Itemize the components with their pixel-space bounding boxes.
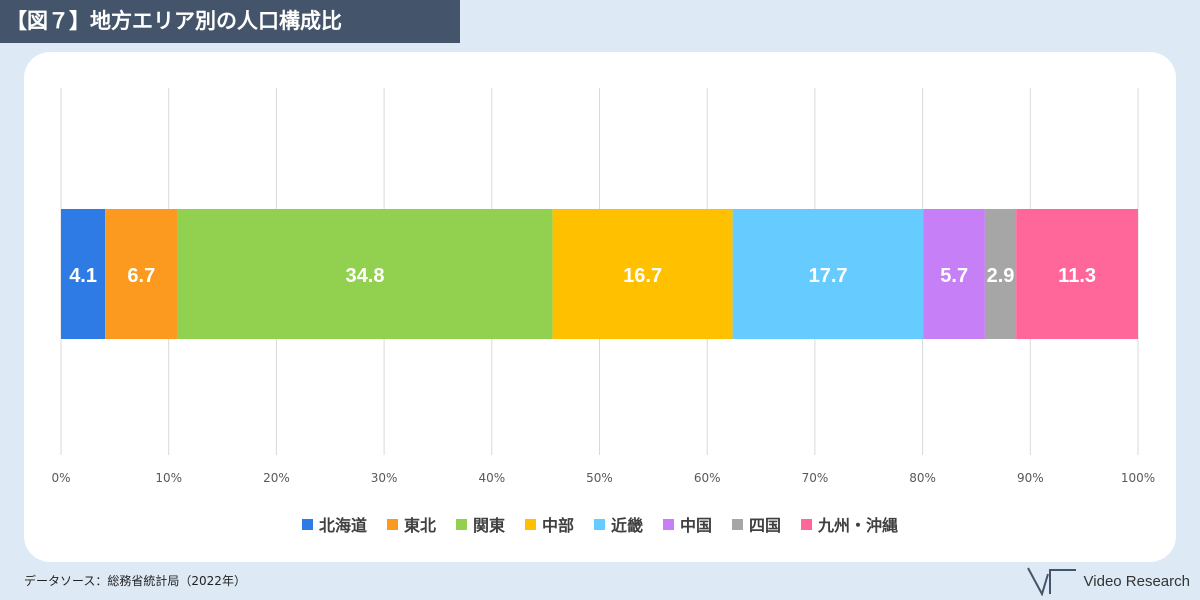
legend-item: 中国 bbox=[663, 512, 712, 536]
data-label: 4.1 bbox=[69, 265, 97, 287]
x-tick-label: 50% bbox=[586, 471, 613, 485]
legend-label: 中国 bbox=[680, 516, 713, 535]
legend-item: 北海道 bbox=[301, 512, 367, 536]
chart-title: 【図７】地方エリア別の人口構成比 bbox=[0, 0, 460, 43]
data-label: 34.8 bbox=[346, 265, 385, 287]
legend-label: 九州・沖縄 bbox=[818, 516, 899, 535]
legend-item: 関東 bbox=[455, 512, 505, 536]
chart-legend: 北海道 東北 関東 中部 近畿 中国 四国 九州・沖縄 bbox=[0, 512, 1200, 536]
x-tick-label: 100% bbox=[1121, 471, 1155, 485]
bar-segment bbox=[61, 209, 106, 339]
legend-item: 九州・沖縄 bbox=[801, 512, 898, 536]
legend-swatch bbox=[801, 518, 813, 530]
bar-segment bbox=[105, 209, 178, 339]
bar-segment bbox=[177, 209, 553, 339]
legend-item: 中部 bbox=[524, 512, 574, 536]
x-tick-label: 40% bbox=[478, 471, 505, 485]
legend-swatch bbox=[386, 518, 398, 530]
legend-item: 四国 bbox=[732, 512, 781, 536]
x-tick-label: 10% bbox=[155, 471, 182, 485]
legend-swatch bbox=[594, 518, 605, 530]
bar-segment bbox=[984, 209, 1017, 339]
data-source-note: データソース：総務省統計局（2022年） bbox=[24, 574, 246, 588]
legend-swatch bbox=[732, 518, 744, 530]
legend-label: 四国 bbox=[749, 516, 782, 535]
data-label: 6.7 bbox=[127, 265, 155, 287]
data-label: 2.9 bbox=[987, 265, 1015, 287]
legend-label: 北海道 bbox=[318, 516, 367, 535]
legend-label: 中部 bbox=[541, 516, 574, 535]
legend-swatch bbox=[663, 518, 675, 530]
data-label: 16.7 bbox=[623, 265, 662, 287]
x-tick-label: 30% bbox=[371, 471, 398, 485]
bar-segment bbox=[1016, 209, 1138, 339]
brand-logo: Video Research bbox=[1026, 566, 1190, 596]
bar-segment bbox=[552, 209, 733, 339]
brand-mark-icon bbox=[1026, 567, 1076, 596]
bar-segment bbox=[732, 209, 924, 339]
x-tick-label: 90% bbox=[1017, 471, 1044, 485]
bar-segment bbox=[923, 209, 985, 339]
x-tick-label: 80% bbox=[909, 471, 936, 485]
data-label: 11.3 bbox=[1058, 265, 1096, 287]
data-label: 5.7 bbox=[940, 265, 968, 287]
legend-label: 関東 bbox=[472, 516, 505, 535]
legend-swatch bbox=[301, 518, 313, 530]
x-tick-label: 60% bbox=[694, 471, 721, 485]
legend-item: 東北 bbox=[386, 512, 436, 536]
legend-item: 近畿 bbox=[594, 512, 643, 536]
data-label: 17.7 bbox=[809, 265, 848, 287]
x-tick-label: 20% bbox=[263, 471, 290, 485]
legend-swatch bbox=[455, 518, 467, 530]
x-tick-label: 70% bbox=[802, 471, 829, 485]
legend-swatch bbox=[524, 518, 536, 530]
legend-label: 近畿 bbox=[611, 516, 644, 535]
brand-name: Video Research bbox=[1083, 572, 1190, 590]
x-tick-label: 0% bbox=[51, 471, 70, 485]
legend-label: 東北 bbox=[403, 516, 436, 535]
